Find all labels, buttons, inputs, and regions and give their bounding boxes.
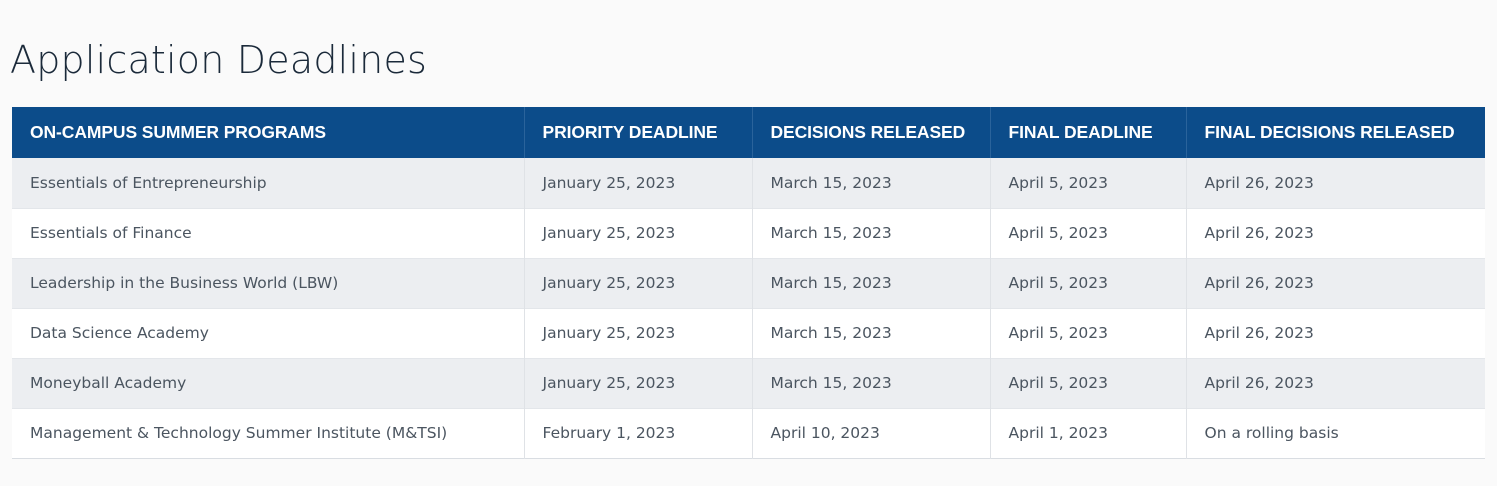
- table-row: Data Science Academy January 25, 2023 Ma…: [12, 307, 1485, 358]
- cell-final-decisions-released: April 26, 2023: [1185, 307, 1485, 358]
- cell-final-decisions-released: On a rolling basis: [1185, 407, 1485, 458]
- cell-program: Leadership in the Business World (LBW): [12, 257, 524, 308]
- cell-final-deadline: April 1, 2023: [989, 407, 1186, 458]
- cell-final-decisions-released: April 26, 2023: [1185, 207, 1485, 258]
- cell-program: Essentials of Entrepreneurship: [30, 173, 267, 192]
- table-row: Essentials of Finance January 25, 2023 M…: [12, 207, 1485, 258]
- cell-decisions-released: March 15, 2023: [751, 257, 990, 308]
- cell-priority-deadline: January 25, 2023: [523, 158, 752, 208]
- table-header: ON-CAMPUS SUMMER PROGRAMS PRIORITY DEADL…: [12, 107, 1485, 158]
- page-title: Application Deadlines: [10, 38, 428, 83]
- table-row: Essentials of Entrepreneurship January 2…: [12, 158, 1485, 208]
- column-header-priority-deadline: PRIORITY DEADLINE: [523, 107, 752, 158]
- column-header-decisions-released: DECISIONS RELEASED: [751, 107, 990, 158]
- cell-final-deadline: April 5, 2023: [989, 357, 1186, 408]
- cell-final-deadline: April 5, 2023: [989, 257, 1186, 308]
- cell-priority-deadline: January 25, 2023: [523, 207, 752, 258]
- cell-final-decisions-released: April 26, 2023: [1185, 257, 1485, 308]
- cell-decisions-released: March 15, 2023: [751, 307, 990, 358]
- table-header-row: ON-CAMPUS SUMMER PROGRAMS PRIORITY DEADL…: [12, 107, 1485, 158]
- deadlines-table-container: ON-CAMPUS SUMMER PROGRAMS PRIORITY DEADL…: [12, 107, 1485, 459]
- cell-priority-deadline: January 25, 2023: [523, 257, 752, 308]
- cell-priority-deadline: January 25, 2023: [523, 357, 752, 408]
- column-header-final-deadline: FINAL DEADLINE: [989, 107, 1186, 158]
- cell-decisions-released: March 15, 2023: [751, 207, 990, 258]
- cell-program: Management & Technology Summer Institute…: [12, 407, 524, 458]
- cell-program: Moneyball Academy: [12, 357, 524, 408]
- cell-priority-deadline: January 25, 2023: [523, 307, 752, 358]
- cell-final-deadline: April 5, 2023: [989, 307, 1186, 358]
- column-header-final-decisions-released: FINAL DECISIONS RELEASED: [1185, 107, 1485, 158]
- cell-priority-deadline: February 1, 2023: [523, 407, 752, 458]
- cell-decisions-released: April 10, 2023: [751, 407, 990, 458]
- cell-decisions-released: March 15, 2023: [751, 158, 990, 208]
- cell-final-decisions-released: April 26, 2023: [1185, 357, 1485, 408]
- cell-final-decisions-released: April 26, 2023: [1185, 158, 1485, 208]
- cell-decisions-released: March 15, 2023: [751, 357, 990, 408]
- cell-final-deadline: April 5, 2023: [989, 158, 1186, 208]
- table-row: Moneyball Academy January 25, 2023 March…: [12, 357, 1485, 408]
- table-row: Management & Technology Summer Institute…: [12, 407, 1485, 458]
- table-row: Leadership in the Business World (LBW) J…: [12, 257, 1485, 308]
- table-body: Essentials of Entrepreneurship January 2…: [12, 158, 1485, 458]
- column-header-program: ON-CAMPUS SUMMER PROGRAMS: [30, 122, 326, 142]
- cell-final-deadline: April 5, 2023: [989, 207, 1186, 258]
- cell-program: Essentials of Finance: [12, 207, 524, 258]
- application-deadlines-table: ON-CAMPUS SUMMER PROGRAMS PRIORITY DEADL…: [12, 107, 1485, 459]
- cell-program: Data Science Academy: [12, 307, 524, 358]
